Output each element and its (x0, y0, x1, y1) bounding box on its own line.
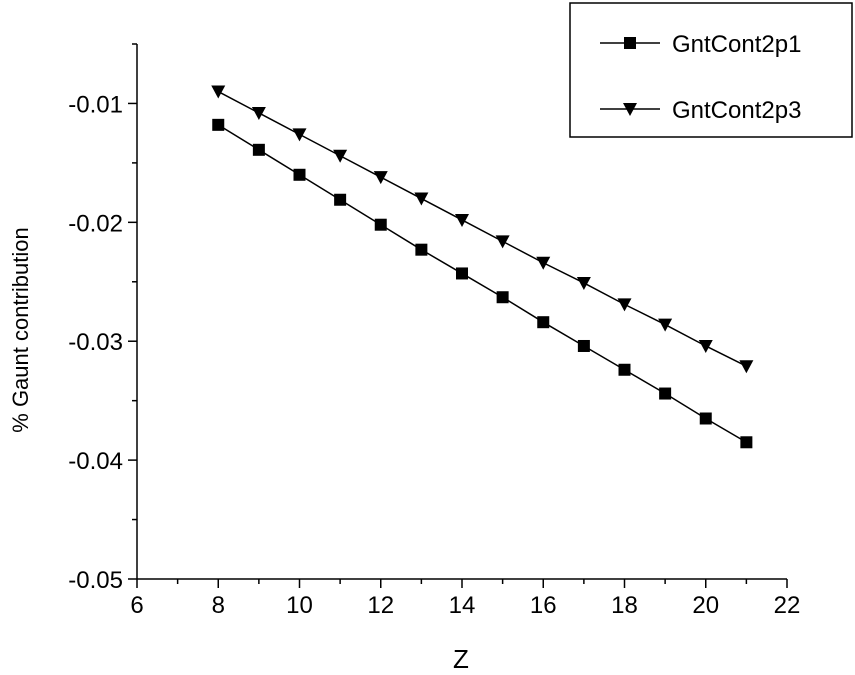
data-point (374, 218, 387, 231)
data-point (212, 118, 225, 131)
y-tick-label: -0.01 (68, 91, 123, 118)
data-point (292, 128, 307, 142)
legend-box (569, 2, 853, 138)
legend-label: GntCont2p3 (672, 97, 801, 124)
data-point (618, 363, 631, 376)
data-point (698, 339, 713, 353)
x-tick-label: 8 (212, 592, 225, 619)
data-point (577, 339, 590, 352)
data-point (414, 192, 429, 206)
x-tick-label: 12 (367, 592, 394, 619)
data-point (576, 276, 591, 290)
legend-label: GntCont2p1 (672, 31, 801, 58)
data-point (536, 256, 551, 270)
x-tick-label: 10 (286, 592, 313, 619)
x-tick-label: 18 (611, 592, 638, 619)
data-point (658, 318, 673, 332)
y-tick-label: -0.03 (68, 329, 123, 356)
x-tick-label: 6 (130, 592, 143, 619)
data-point (537, 316, 550, 329)
data-point (333, 149, 348, 163)
data-point (455, 213, 469, 227)
data-point (211, 85, 226, 99)
y-tick-label: -0.04 (68, 448, 123, 475)
data-point (699, 412, 712, 425)
x-tick-label: 22 (774, 592, 801, 619)
data-point (617, 298, 632, 312)
y-tick-label: -0.02 (68, 210, 123, 237)
data-point (739, 360, 754, 374)
legend-marker (623, 103, 637, 116)
data-point (496, 291, 509, 304)
data-point (495, 235, 510, 249)
x-tick-label: 14 (449, 592, 476, 619)
series-GntCont2p3 (211, 85, 754, 374)
x-tick-label: 20 (692, 592, 719, 619)
series-line (217, 124, 747, 443)
data-point (659, 387, 672, 400)
data-point (373, 171, 388, 185)
data-point (456, 267, 468, 280)
data-point (415, 243, 428, 256)
series-line (217, 90, 747, 367)
x-tick-label: 16 (530, 592, 557, 619)
data-point (293, 168, 306, 181)
series-GntCont2p1 (212, 118, 753, 449)
x-axis-title: Z (453, 644, 469, 674)
ticks: 6 8 10 12 14 16 18 20 22 -0.01 -0.02 -0.03 -0.04 -0.0… (68, 43, 801, 619)
data-point (251, 106, 266, 120)
legend: GntCont2p1 GntCont2p3 (569, 2, 853, 138)
y-tick-label: -0.05 (68, 567, 123, 594)
legend-marker (624, 37, 636, 49)
data-point (334, 193, 347, 206)
data-point (252, 143, 265, 156)
y-axis-title: % Gaunt contribution (8, 227, 33, 432)
data-point (740, 436, 753, 449)
series-layer (211, 85, 754, 449)
